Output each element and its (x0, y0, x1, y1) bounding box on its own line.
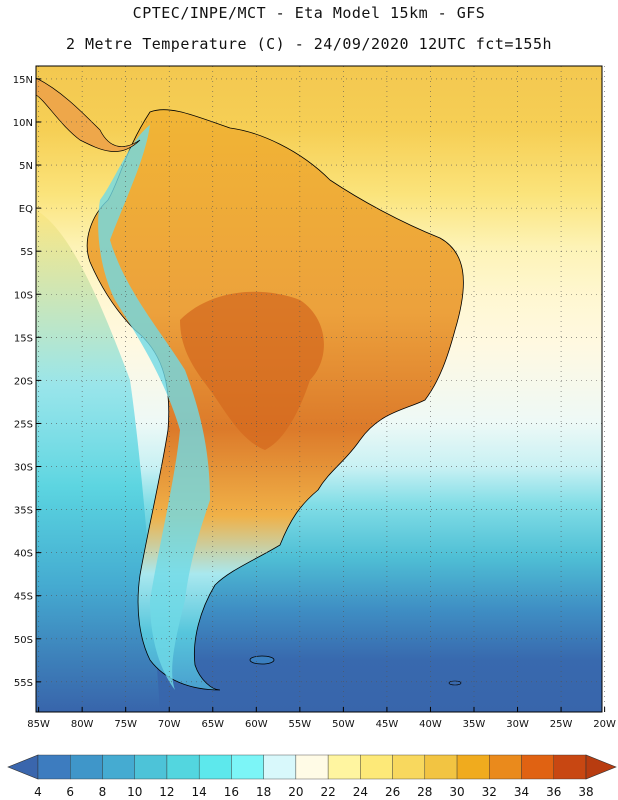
lon-label: 30W (506, 719, 529, 730)
lat-label: 50S (14, 635, 33, 646)
lon-label: 65W (201, 719, 224, 730)
colorbar-labels: 4 6 8 10 12 14 16 18 20 22 24 26 28 30 32 34 36 38 (34, 785, 593, 799)
lat-label: 10N (13, 118, 33, 129)
longitude-labels: 85W 80W 75W 70W 65W 60W 55W 50W 45W 40W 35W 30W 25W 2… (27, 707, 616, 730)
south-georgia (448, 680, 462, 686)
title-line-2: 2 Metre Temperature (C) - 24/09/2020 12U… (65, 35, 553, 53)
latitude-labels: 15N 10N 5N EQ 5S 10S 15S 20S 25S 30S 35S 40S 45S 50S 5… (13, 75, 41, 689)
lat-label: 15N (13, 75, 33, 86)
lat-label: 55S (14, 678, 33, 689)
central-america-land (36, 77, 141, 152)
colorbar-swatch (327, 754, 361, 780)
falkland-islands (249, 655, 275, 665)
colorbar-label: 4 (34, 785, 42, 799)
lon-label: 60W (245, 719, 268, 730)
lon-label: 40W (419, 719, 442, 730)
colorbar-swatch (360, 754, 393, 780)
colorbar-label: 16 (224, 785, 239, 799)
lat-label: 40S (14, 549, 33, 560)
colorbar-left-arrow (7, 754, 39, 780)
lat-label: 25S (14, 419, 33, 430)
colorbar-label: 6 (66, 785, 74, 799)
colorbar-swatch (198, 754, 232, 780)
colorbar-label: 12 (159, 785, 174, 799)
colorbar-swatch (424, 754, 458, 780)
colorbar-swatch (295, 754, 329, 780)
colorbar-swatch (392, 754, 426, 780)
colorbar-label: 14 (192, 785, 207, 799)
colorbar-swatch (263, 754, 297, 780)
lon-label: 80W (71, 719, 94, 730)
colorbar-swatch (70, 754, 103, 780)
lat-label: 20S (14, 376, 33, 387)
lon-label: 45W (376, 719, 399, 730)
colorbar-swatch (521, 754, 554, 780)
lat-label: 5N (19, 161, 33, 172)
colorbar-label: 28 (417, 785, 432, 799)
hot-core (180, 291, 324, 450)
colorbar-label: 30 (449, 785, 464, 799)
lat-label: 35S (14, 506, 33, 517)
colorbar-swatch (553, 754, 587, 780)
colorbar-swatch (134, 754, 168, 780)
colorbar-label: 20 (288, 785, 303, 799)
colorbar-swatch (489, 754, 522, 780)
colorbar-swatch (37, 754, 71, 780)
colorbar-label: 38 (578, 785, 593, 799)
lon-label: 55W (289, 719, 312, 730)
colorbar-swatch (166, 754, 200, 780)
colorbar-swatch (102, 754, 135, 780)
lat-label: 15S (14, 333, 33, 344)
colorbar-swatch (456, 754, 490, 780)
colorbar-label: 32 (482, 785, 497, 799)
lon-label: 35W (463, 719, 486, 730)
lon-label: 70W (158, 719, 181, 730)
colorbar-label: 24 (353, 785, 368, 799)
lon-label: 50W (332, 719, 355, 730)
andes-strip (98, 125, 210, 690)
pacific-field (36, 210, 160, 712)
title-line-1: CPTEC/INPE/MCT - Eta Model 15km - GFS (132, 4, 486, 22)
lon-label: 20W (593, 719, 616, 730)
colorbar-label: 10 (127, 785, 142, 799)
colorbar-label: 22 (320, 785, 335, 799)
colorbar-swatch (231, 754, 264, 780)
lon-label: 85W (27, 719, 50, 730)
colorbar-label: 26 (385, 785, 400, 799)
colorbar-right-arrow (585, 754, 617, 780)
colorbar-label: 8 (99, 785, 107, 799)
lon-label: 25W (550, 719, 573, 730)
lat-label: 5S (20, 247, 33, 258)
lon-label: 75W (114, 719, 137, 730)
lat-label: EQ (19, 204, 33, 215)
colorbar (7, 754, 617, 780)
lat-label: 30S (14, 463, 33, 474)
colorbar-label: 34 (514, 785, 529, 799)
map-frame (35, 65, 603, 713)
colorbar-label: 18 (256, 785, 271, 799)
lat-label: 45S (14, 592, 33, 603)
colorbar-label: 36 (546, 785, 561, 799)
lat-label: 10S (14, 290, 33, 301)
